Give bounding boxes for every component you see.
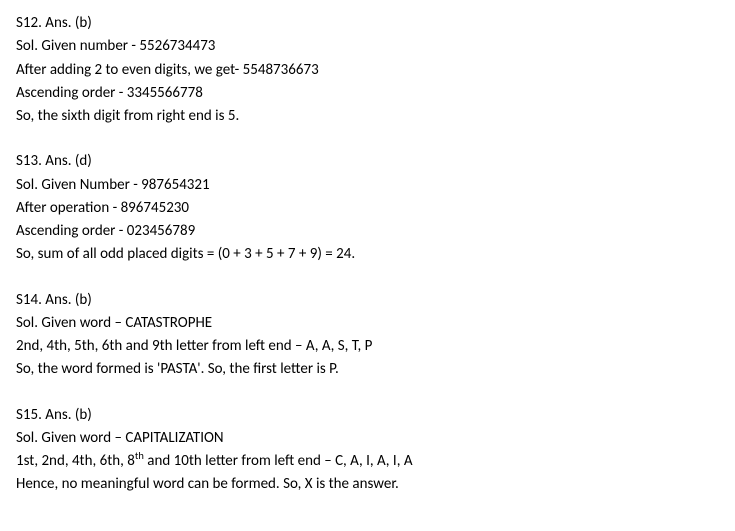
solution-block: S15. Ans. (b)Sol. Given word – CAPITALIZ… bbox=[16, 404, 719, 497]
solution-line: Sol. Given word – CAPITALIZATION bbox=[16, 427, 719, 450]
solution-block: S13. Ans. (d)Sol. Given Number - 9876543… bbox=[16, 150, 719, 266]
solution-line: 2nd, 4th, 5th, 6th and 9th letter from l… bbox=[16, 335, 719, 358]
solution-line: After adding 2 to even digits, we get- 5… bbox=[16, 59, 719, 82]
solution-header: S14. Ans. (b) bbox=[16, 289, 719, 312]
solution-line: So, the sixth digit from right end is 5. bbox=[16, 105, 719, 128]
solution-line: After operation - 896745230 bbox=[16, 197, 719, 220]
solutions-container: S12. Ans. (b)Sol. Given number - 5526734… bbox=[16, 12, 719, 497]
solution-block: S14. Ans. (b)Sol. Given word – CATASTROP… bbox=[16, 289, 719, 382]
solution-line: 1st, 2nd, 4th, 6th, 8th and 10th letter … bbox=[16, 450, 719, 473]
solution-line: Sol. Given Number - 987654321 bbox=[16, 174, 719, 197]
solution-line: Sol. Given word – CATASTROPHE bbox=[16, 312, 719, 335]
solution-line: So, sum of all odd placed digits = (0 + … bbox=[16, 243, 719, 266]
solution-line: So, the word formed is 'PASTA'. So, the … bbox=[16, 358, 719, 381]
solution-header: S13. Ans. (d) bbox=[16, 150, 719, 173]
solution-header: S12. Ans. (b) bbox=[16, 12, 719, 35]
solution-line: Hence, no meaningful word can be formed.… bbox=[16, 473, 719, 496]
solution-block: S12. Ans. (b)Sol. Given number - 5526734… bbox=[16, 12, 719, 128]
solution-line: Sol. Given number - 5526734473 bbox=[16, 35, 719, 58]
solution-header: S15. Ans. (b) bbox=[16, 404, 719, 427]
solution-line: Ascending order - 023456789 bbox=[16, 220, 719, 243]
solution-line: Ascending order - 3345566778 bbox=[16, 82, 719, 105]
